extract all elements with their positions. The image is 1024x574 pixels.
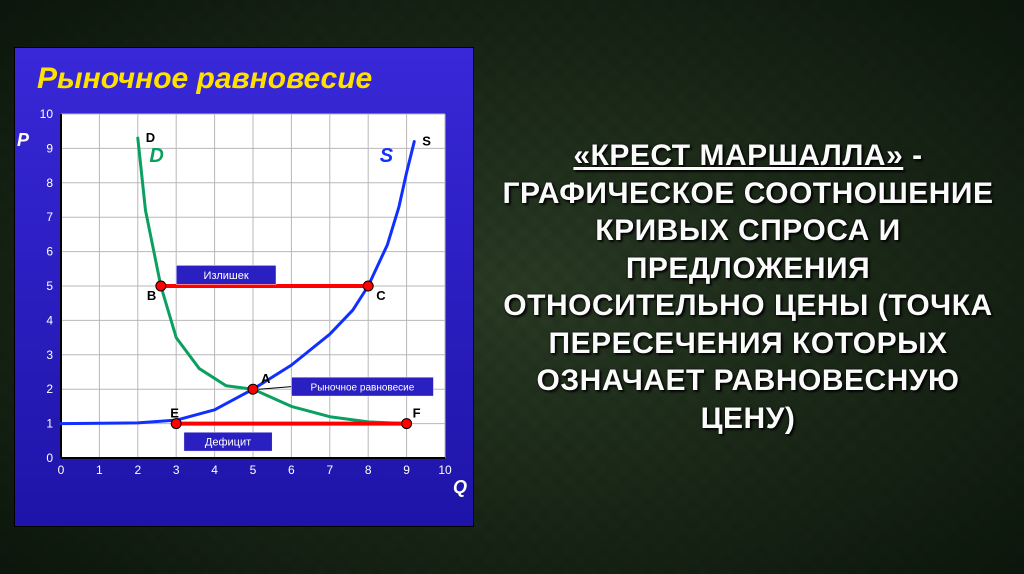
chart-canvas: 0 1 2 3 4 5 6 7 8 9 10 0 1 2 3 4 5 6 7 8 9 10 Излишек Дефицит Ры… — [27, 106, 461, 514]
slide-root: Рыночное равновесие P 012345678910012345… — [0, 0, 1024, 574]
svg-text:E: E — [170, 406, 179, 421]
svg-text:6: 6 — [288, 463, 295, 477]
svg-text:C: C — [376, 288, 386, 303]
definition-text: «КРЕСТ МАРШАЛЛА» - ГРАФИЧЕСКОЕ СООТНОШЕН… — [502, 137, 994, 437]
svg-text:5: 5 — [250, 463, 257, 477]
supply-demand-chart: 0 1 2 3 4 5 6 7 8 9 10 0 1 2 3 4 5 6 7 8 9 10 Излишек Дефицит Ры… — [27, 106, 457, 486]
x-axis-label: Q — [453, 477, 467, 498]
chart-title: Рыночное равновесие — [37, 62, 461, 96]
svg-text:D: D — [149, 145, 163, 167]
svg-text:F: F — [413, 406, 421, 421]
svg-text:A: A — [261, 371, 271, 386]
svg-text:3: 3 — [46, 348, 53, 362]
svg-text:0: 0 — [46, 451, 53, 465]
svg-text:B: B — [147, 288, 156, 303]
svg-text:2: 2 — [46, 382, 53, 396]
svg-text:2: 2 — [134, 463, 141, 477]
svg-text:Рыночное равновесие: Рыночное равновесие — [311, 383, 415, 394]
svg-text:7: 7 — [46, 210, 53, 224]
svg-text:4: 4 — [211, 463, 218, 477]
svg-text:10: 10 — [40, 107, 54, 121]
svg-text:8: 8 — [365, 463, 372, 477]
svg-text:5: 5 — [46, 279, 53, 293]
svg-text:6: 6 — [46, 245, 53, 259]
svg-text:Излишек: Излишек — [204, 270, 249, 282]
svg-text:4: 4 — [46, 313, 53, 327]
body-text: - ГРАФИЧЕСКОЕ СООТНОШЕНИЕ КРИВЫХ СПРОСА … — [502, 139, 993, 435]
headline: «КРЕСТ МАРШАЛЛА» — [573, 139, 903, 172]
svg-text:7: 7 — [326, 463, 333, 477]
svg-text:D: D — [146, 130, 155, 145]
svg-text:0: 0 — [58, 463, 65, 477]
svg-text:9: 9 — [46, 141, 53, 155]
svg-text:3: 3 — [173, 463, 180, 477]
svg-text:Дефицит: Дефицит — [205, 437, 251, 449]
svg-text:1: 1 — [46, 417, 53, 431]
svg-text:S: S — [422, 134, 431, 149]
svg-text:10: 10 — [438, 463, 452, 477]
svg-text:1: 1 — [96, 463, 103, 477]
svg-text:8: 8 — [46, 176, 53, 190]
chart-panel: Рыночное равновесие P 012345678910012345… — [14, 47, 474, 527]
svg-text:S: S — [380, 145, 394, 167]
svg-text:9: 9 — [403, 463, 410, 477]
